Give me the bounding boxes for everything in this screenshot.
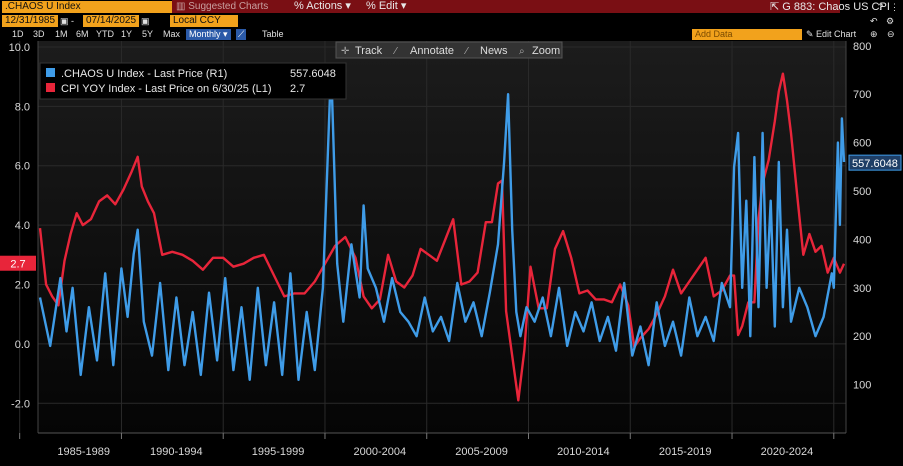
news-icon: ⁄	[463, 46, 469, 57]
period-5y[interactable]: 5Y	[142, 29, 154, 39]
table-button[interactable]: Table	[262, 29, 284, 39]
right-tick-label: 200	[853, 331, 871, 343]
header-bar: .CHAOS U Index ▥ Suggested Charts % Acti…	[0, 0, 903, 14]
grid-icon[interactable]: ⋮	[890, 2, 899, 12]
right-tick-label: 800	[853, 41, 871, 53]
period-1d[interactable]: 1D	[12, 29, 24, 39]
chevron-down-icon: ▾	[220, 29, 228, 39]
left-tick-label: 4.0	[15, 220, 30, 232]
right-tick-label: 700	[853, 89, 871, 101]
chart-tools-bg	[335, 41, 563, 59]
actions-button[interactable]: % Actions ▾	[290, 0, 364, 13]
news-button[interactable]: News	[480, 45, 508, 57]
bars-icon: ▥	[176, 1, 189, 12]
chart-tools: ✛ Track ⁄ Annotate ⁄ News ⌕ Zoom	[335, 41, 563, 59]
left-tick-label: 6.0	[15, 161, 30, 173]
legend-value-chaos: 557.6048	[290, 68, 336, 80]
legend: .CHAOS U Index - Last Price (R1) 557.604…	[39, 62, 347, 100]
legend-box	[39, 62, 347, 100]
edit-icon: %	[366, 0, 379, 12]
edit-label: Edit	[378, 0, 398, 12]
left-tick-label: -2.0	[11, 398, 30, 410]
chaos-last-value-label: 557.6048	[852, 158, 898, 170]
period-6m[interactable]: 6M	[76, 29, 89, 39]
x-tick-label: 1985-1989	[57, 446, 110, 458]
x-tick-label: 1990-1994	[150, 446, 203, 458]
legend-swatch-cpi	[46, 83, 55, 92]
actions-label: Actions	[306, 0, 343, 12]
help-icon[interactable]: ?	[878, 2, 884, 12]
date-range-bar: 12/31/1985 ▣ - 07/14/2025 ▣ Local CCY ↶ …	[0, 14, 903, 28]
actions-icon: %	[294, 0, 307, 12]
legend-value-cpi: 2.7	[290, 83, 305, 95]
settings-icon[interactable]: ⚙	[886, 16, 895, 26]
x-tick-label: 2000-2004	[354, 446, 407, 458]
x-tick-label: 2020-2024	[761, 446, 814, 458]
left-tick-label: 10.0	[9, 42, 30, 54]
zoom-out-icon[interactable]: ⊖	[887, 29, 895, 39]
security-input[interactable]: .CHAOS U Index	[2, 1, 173, 13]
right-tick-label: 500	[853, 186, 871, 198]
x-tick-label: 1995-1999	[252, 446, 305, 458]
currency-select[interactable]: Local CCY	[170, 15, 238, 27]
zoom-in-icon[interactable]: ⊕	[870, 29, 878, 39]
zoom-button[interactable]: Zoom	[532, 45, 560, 57]
suggested-charts-button[interactable]: ▥ Suggested Charts	[172, 0, 292, 13]
x-tick-label: 2010-2014	[557, 446, 610, 458]
right-tick-label: 100	[853, 380, 871, 392]
add-data-input[interactable]: Add Data	[692, 29, 802, 40]
left-axis: -2.0 0.0 2.0 4.0 6.0 8.0 10.0	[9, 41, 39, 433]
left-tick-label: 0.0	[15, 339, 30, 351]
last-value-labels: 2.7 557.6048	[0, 154, 902, 271]
undo-icon[interactable]: ↶	[870, 16, 878, 26]
edit-button[interactable]: % Edit ▾	[362, 0, 840, 13]
track-button[interactable]: Track	[355, 45, 383, 57]
legend-swatch-chaos	[46, 68, 55, 77]
period-toolbar: 1D 3D 1M 6M YTD 1Y 5Y Max Monthly ▾ ⟋ Ta…	[0, 28, 903, 41]
period-max[interactable]: Max	[163, 29, 181, 39]
pencil-icon: ✎	[806, 29, 817, 39]
chart: -2.0 0.0 2.0 4.0 6.0 8.0 10.0 100 200 300 400 500 6…	[0, 41, 903, 466]
cpi-last-value-label: 2.7	[10, 259, 25, 271]
zoom-icon: ⌕	[519, 46, 525, 57]
calendar-icon[interactable]: ▣	[141, 16, 150, 26]
chevron-down-icon: ▾	[342, 0, 351, 12]
chevron-down-icon: ▾	[397, 0, 407, 12]
series-layer	[38, 64, 846, 402]
period-1y[interactable]: 1Y	[121, 29, 133, 39]
left-tick-label: 8.0	[15, 101, 30, 113]
annotate-icon: ⁄	[392, 46, 398, 57]
end-date-input[interactable]: 07/14/2025	[83, 15, 140, 27]
legend-name-chaos: .CHAOS U Index - Last Price (R1)	[61, 68, 227, 80]
line-chart-icon[interactable]: ⟋	[236, 29, 247, 40]
period-1m[interactable]: 1M	[55, 29, 68, 39]
chart-id: G 883: Chaos US CPI	[782, 1, 890, 13]
chart-title: ⇱ G 883: Chaos US CPI	[770, 0, 890, 14]
period-ytd[interactable]: YTD	[96, 29, 114, 39]
annotate-button[interactable]: Annotate	[410, 45, 454, 57]
right-axis: 100 200 300 400 500 600 700 800	[845, 41, 871, 433]
x-tick-label: 2005-2009	[455, 446, 508, 458]
x-axis: 1985-1989 1990-1994 1995-1999 2000-2004 2005…	[19, 432, 846, 458]
x-tick-label: 2015-2019	[659, 446, 712, 458]
right-tick-label: 600	[853, 138, 871, 150]
frequency-label: Monthly	[189, 29, 221, 39]
calendar-icon[interactable]: ▣ -	[60, 16, 75, 26]
right-tick-label: 300	[853, 283, 871, 295]
legend-name-cpi: CPI YOY Index - Last Price on 6/30/25 (L…	[61, 83, 272, 95]
chaos-last-value-box	[848, 154, 902, 171]
period-3d[interactable]: 3D	[33, 29, 45, 39]
suggested-charts-label: Suggested Charts	[188, 1, 269, 12]
start-date-input[interactable]: 12/31/1985	[2, 15, 59, 27]
right-tick-label: 400	[853, 234, 871, 246]
track-icon: ✛	[341, 46, 349, 57]
left-tick-label: 2.0	[15, 280, 30, 292]
launch-icon: ⇱	[770, 1, 783, 13]
series-line-chaos	[38, 64, 846, 381]
frequency-select[interactable]: Monthly ▾	[186, 29, 231, 40]
edit-chart-label: Edit Chart	[816, 29, 857, 39]
edit-chart-button[interactable]: ✎ Edit Chart	[806, 28, 856, 40]
cpi-last-value-box	[0, 255, 36, 271]
